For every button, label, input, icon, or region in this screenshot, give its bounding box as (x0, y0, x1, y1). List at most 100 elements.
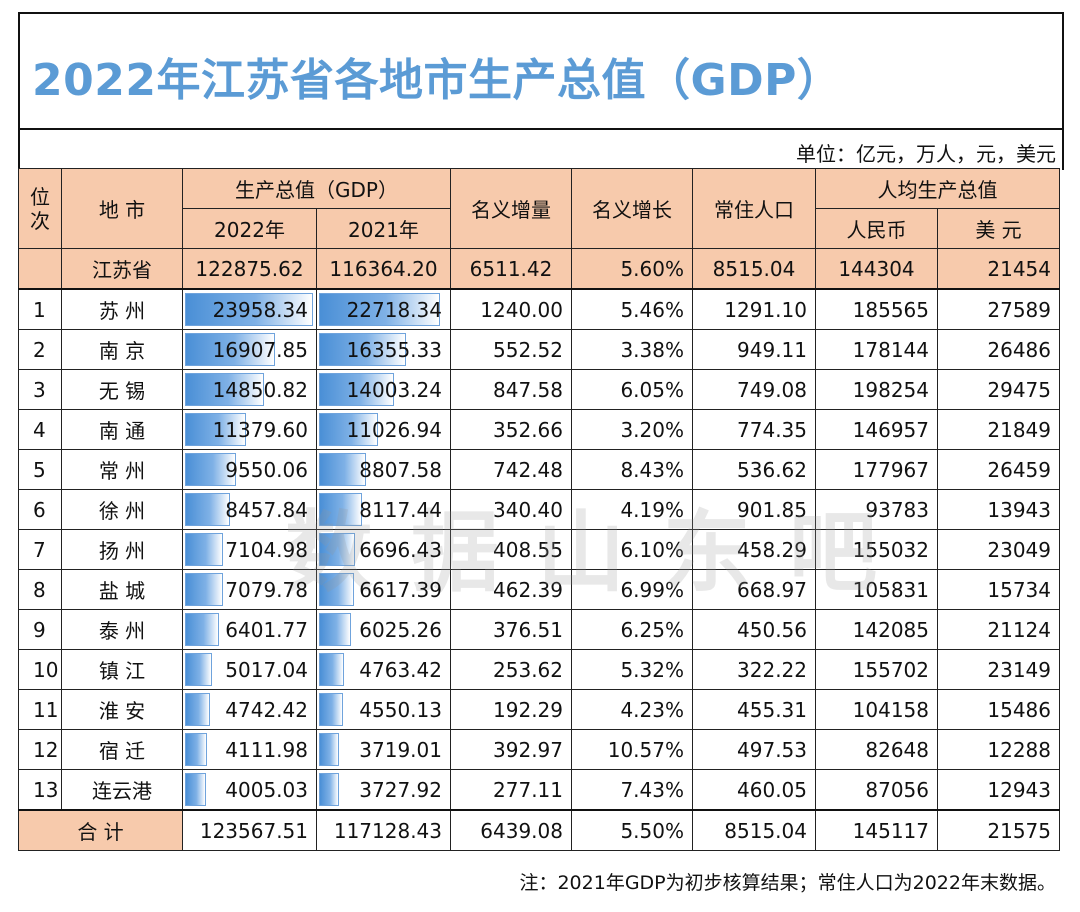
gdp-value: 6025.26 (359, 617, 442, 642)
gdp-bar (185, 613, 220, 646)
city-cell: 泰 州 (61, 609, 183, 650)
growth-cell: 7.43% (571, 769, 693, 811)
header-rank: 位次 (18, 168, 62, 249)
population-cell: 1291.10 (692, 288, 816, 330)
province-gdp2021: 116364.20 (316, 248, 451, 290)
gdp-value: 6696.43 (359, 537, 442, 562)
header-growth: 名义增长 (571, 168, 693, 249)
usd-cell: 13943 (937, 489, 1060, 530)
gdp2021-cell: 3719.01 (316, 729, 451, 770)
gdp-bar (319, 533, 355, 566)
total-growth: 5.50% (571, 809, 693, 851)
city-cell: 徐 州 (61, 489, 183, 530)
increase-cell: 408.55 (450, 529, 572, 570)
gdp-value: 4111.98 (225, 737, 308, 762)
gdp-bar (185, 573, 223, 606)
title-box: 2022年江苏省各地市生产总值（GDP） (18, 12, 1064, 130)
population-cell: 458.29 (692, 529, 816, 570)
gdp-bar (185, 533, 223, 566)
gdp-bar (319, 573, 355, 606)
usd-cell: 26486 (937, 329, 1060, 370)
gdp-value: 16907.85 (212, 337, 308, 362)
gdp-value: 3719.01 (359, 737, 442, 762)
gdp-bar (185, 733, 207, 766)
province-row: 江苏省 122875.62 116364.20 6511.42 5.60% 85… (18, 248, 1060, 290)
city-cell: 镇 江 (61, 649, 183, 690)
province-usd: 21454 (937, 248, 1060, 290)
total-rmb: 145117 (815, 809, 938, 851)
gdp2021-cell: 8117.44 (316, 489, 451, 530)
total-label: 合 计 (18, 809, 183, 851)
gdp2022-cell: 8457.84 (182, 489, 317, 530)
gdp2021-cell: 4550.13 (316, 689, 451, 730)
population-cell: 668.97 (692, 569, 816, 610)
usd-cell: 27589 (937, 288, 1060, 330)
population-cell: 901.85 (692, 489, 816, 530)
total-population: 8515.04 (692, 809, 816, 851)
province-name: 江苏省 (61, 248, 183, 290)
city-cell: 南 通 (61, 409, 183, 450)
header-increase: 名义增量 (450, 168, 572, 249)
gdp2022-cell: 4742.42 (182, 689, 317, 730)
gdp2021-cell: 22718.34 (316, 288, 451, 330)
growth-cell: 4.19% (571, 489, 693, 530)
gdp2021-cell: 8807.58 (316, 449, 451, 490)
rmb-cell: 104158 (815, 689, 938, 730)
gdp2021-cell: 6025.26 (316, 609, 451, 650)
total-usd: 21575 (937, 809, 1060, 851)
city-cell: 宿 迁 (61, 729, 183, 770)
table-row: 10 镇 江 5017.04 4763.42 253.62 5.32% 322.22 1557… (18, 649, 1060, 690)
rmb-cell: 155702 (815, 649, 938, 690)
gdp2022-cell: 23958.34 (182, 288, 317, 330)
rank-cell: 13 (18, 769, 62, 811)
increase-cell: 392.97 (450, 729, 572, 770)
rank-cell: 12 (18, 729, 62, 770)
gdp2022-cell: 5017.04 (182, 649, 317, 690)
gdp-value: 7104.98 (225, 537, 308, 562)
page-title: 2022年江苏省各地市生产总值（GDP） (32, 55, 842, 106)
growth-cell: 10.57% (571, 729, 693, 770)
table-row: 11 淮 安 4742.42 4550.13 192.29 4.23% 455.31 1041… (18, 689, 1060, 730)
city-cell: 苏 州 (61, 288, 183, 330)
gdp2021-cell: 6696.43 (316, 529, 451, 570)
gdp2022-cell: 9550.06 (182, 449, 317, 490)
population-cell: 455.31 (692, 689, 816, 730)
gdp-value: 11379.60 (212, 417, 308, 442)
gdp-value: 23958.34 (212, 297, 308, 322)
usd-cell: 21124 (937, 609, 1060, 650)
gdp2022-cell: 7079.78 (182, 569, 317, 610)
increase-cell: 1240.00 (450, 288, 572, 330)
population-cell: 949.11 (692, 329, 816, 370)
usd-cell: 12288 (937, 729, 1060, 770)
province-rank-cell (18, 248, 62, 290)
gdp2021-cell: 11026.94 (316, 409, 451, 450)
gdp-bar (319, 493, 363, 526)
city-cell: 南 京 (61, 329, 183, 370)
gdp-bar (185, 693, 211, 726)
province-rmb: 144304 (815, 248, 938, 290)
gdp2022-cell: 4111.98 (182, 729, 317, 770)
header-rmb: 人民币 (815, 208, 938, 249)
unit-label: 单位：亿元，万人，元，美元 (796, 142, 1056, 166)
rank-cell: 10 (18, 649, 62, 690)
rmb-cell: 155032 (815, 529, 938, 570)
city-cell: 无 锡 (61, 369, 183, 410)
gdp-bar (185, 653, 212, 686)
gdp-value: 9550.06 (225, 457, 308, 482)
growth-cell: 6.25% (571, 609, 693, 650)
rank-cell: 8 (18, 569, 62, 610)
usd-cell: 12943 (937, 769, 1060, 811)
rmb-cell: 185565 (815, 288, 938, 330)
gdp-value: 8117.44 (359, 497, 442, 522)
population-cell: 450.56 (692, 609, 816, 650)
gdp2022-cell: 6401.77 (182, 609, 317, 650)
gdp2021-cell: 3727.92 (316, 769, 451, 811)
gdp-value: 14003.24 (346, 377, 442, 402)
gdp-value: 16355.33 (346, 337, 442, 362)
gdp-bar (319, 613, 352, 646)
gdp-bar (185, 373, 265, 406)
